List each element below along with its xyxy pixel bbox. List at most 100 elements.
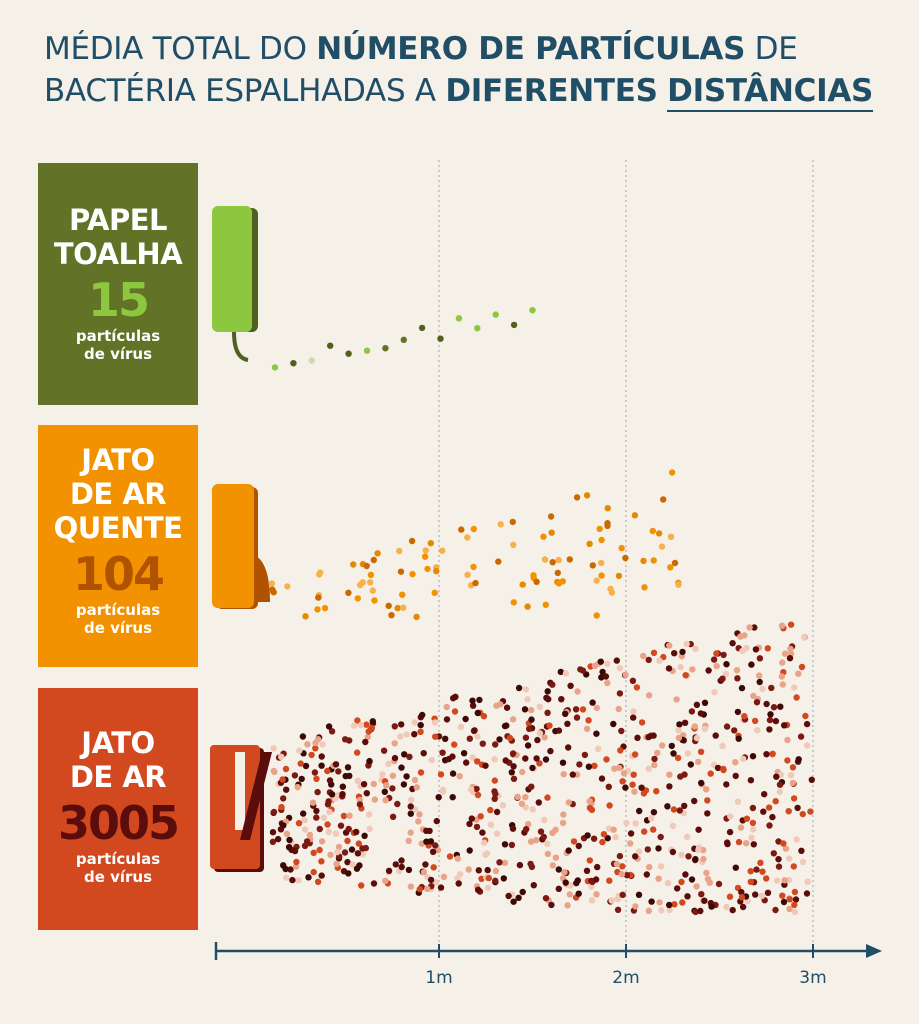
particle-air-jet <box>681 719 689 726</box>
particle-air-jet <box>530 882 537 889</box>
particle-warm-air <box>608 589 616 596</box>
particle-air-jet <box>710 656 718 663</box>
particle-air-jet <box>515 684 523 692</box>
particle-air-jet <box>670 750 677 757</box>
particle-air-jet <box>363 790 370 797</box>
particle-air-jet <box>473 785 480 793</box>
particle-air-jet <box>772 798 779 805</box>
particle-air-jet <box>751 624 758 631</box>
particle-air-jet <box>529 764 536 772</box>
particle-air-jet <box>791 888 799 896</box>
particle-air-jet <box>411 731 418 738</box>
particle-air-jet <box>397 733 404 740</box>
particle-air-jet <box>462 715 469 723</box>
particle-warm-air <box>363 562 370 570</box>
particle-warm-air <box>593 612 600 619</box>
title-part: MÉDIA TOTAL DO <box>44 31 317 67</box>
particle-air-jet <box>787 621 795 628</box>
particle-air-jet <box>650 732 657 739</box>
particle-warm-air <box>540 533 547 540</box>
particle-air-jet <box>391 723 398 730</box>
particle-air-jet <box>700 846 707 854</box>
particle-air-jet <box>334 848 341 856</box>
particle-warm-air <box>573 494 581 501</box>
particle-air-jet <box>764 645 771 652</box>
particle-air-jet <box>401 751 408 758</box>
particle-air-jet <box>541 816 548 824</box>
particle-air-jet <box>790 795 798 802</box>
particle-air-jet <box>304 741 311 748</box>
particle-warm-air <box>397 568 405 575</box>
particle-air-jet <box>632 903 639 910</box>
particle-air-jet <box>665 665 673 672</box>
particle-warm-air <box>555 556 562 564</box>
particle-warm-air <box>354 595 361 602</box>
particle-air-jet <box>437 884 445 891</box>
particle-air-jet <box>586 798 593 805</box>
particle-air-jet <box>558 696 565 703</box>
particle-air-jet <box>623 872 631 879</box>
particle-air-jet <box>528 783 535 790</box>
particle-air-jet <box>689 666 696 673</box>
particle-air-jet <box>562 710 569 717</box>
particle-air-jet <box>658 907 665 914</box>
particle-air-jet <box>297 760 304 767</box>
particle-warm-air <box>302 613 309 620</box>
particle-warm-air <box>394 604 401 612</box>
particle-air-jet <box>365 811 373 818</box>
particle-air-jet <box>364 733 371 741</box>
particle-air-jet <box>738 888 745 896</box>
particle-air-jet <box>657 863 665 870</box>
particle-warm-air <box>622 554 629 562</box>
particle-air-jet <box>533 755 540 762</box>
particle-air-jet <box>785 808 792 815</box>
particle-air-jet <box>474 886 482 893</box>
particle-air-jet <box>439 749 446 756</box>
particle-air-jet <box>597 658 604 665</box>
particle-air-jet <box>325 828 332 836</box>
particle-air-jet <box>555 866 562 873</box>
particle-air-jet <box>487 821 495 828</box>
particle-air-jet <box>692 645 699 652</box>
particle-air-jet <box>478 875 485 882</box>
particle-air-jet <box>312 745 319 752</box>
particle-air-jet <box>591 762 598 769</box>
particle-warm-air <box>554 569 561 577</box>
particle-warm-air <box>269 586 276 593</box>
x-tick-label: 2m <box>612 968 639 988</box>
particle-air-jet <box>692 856 699 864</box>
particle-air-jet <box>585 763 593 770</box>
particle-air-jet <box>547 747 554 755</box>
particle-warm-air <box>604 520 611 527</box>
particle-air-jet <box>586 857 593 864</box>
particle-air-jet <box>713 662 720 670</box>
particle-air-jet <box>688 708 696 715</box>
particle-warm-air <box>649 527 656 535</box>
particle-air-jet <box>559 759 567 766</box>
particle-air-jet <box>656 899 663 906</box>
particle-paper-towel <box>400 336 407 343</box>
particle-air-jet <box>560 771 567 778</box>
particle-air-jet <box>417 721 424 729</box>
particle-air-jet <box>614 906 622 913</box>
particle-air-jet <box>631 751 639 758</box>
particle-air-jet <box>648 898 655 905</box>
particle-air-jet <box>786 855 793 862</box>
particle-warm-air <box>524 603 531 610</box>
particle-air-jet <box>445 755 452 763</box>
particle-air-jet <box>283 786 290 793</box>
particle-air-jet <box>318 872 325 879</box>
particle-air-jet <box>405 866 413 874</box>
particle-air-jet <box>544 709 551 716</box>
particle-air-jet <box>749 819 757 827</box>
particle-air-jet <box>729 640 736 647</box>
particle-air-jet <box>685 853 692 860</box>
particle-air-jet <box>756 672 763 679</box>
particle-air-jet <box>789 779 797 787</box>
particle-air-jet <box>337 822 345 829</box>
particle-air-jet <box>759 685 766 693</box>
particle-air-jet <box>782 845 790 852</box>
particle-air-jet <box>565 847 572 854</box>
particle-warm-air <box>655 530 663 537</box>
